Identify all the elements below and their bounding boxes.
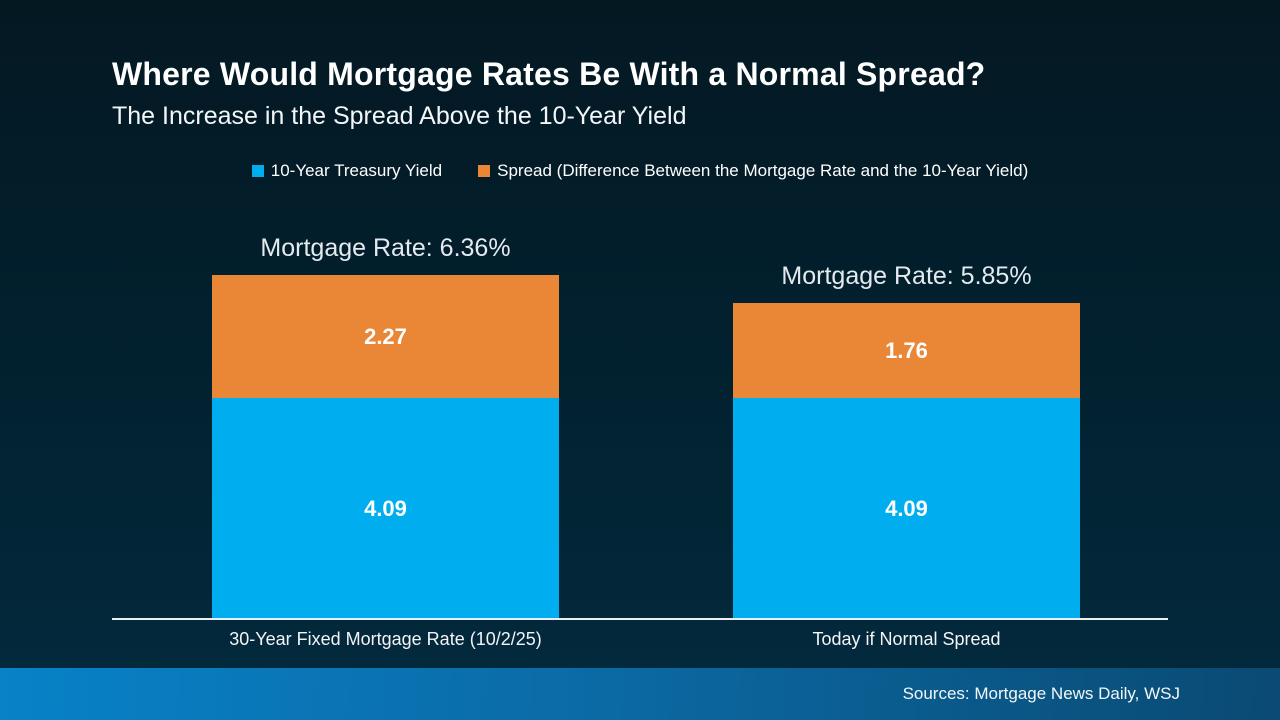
legend-label-spread: Spread (Difference Between the Mortgage … [497, 161, 1029, 180]
category-label-normal-spread: Today if Normal Spread [812, 629, 1001, 649]
bar-group-normal-spread: Mortgage Rate: 5.85% 1.76 4.09 [733, 262, 1080, 619]
bar-value-spread-current: 2.27 [364, 323, 407, 349]
legend-swatch-blue-icon [251, 165, 264, 177]
footer-bar: Sources: Mortgage News Daily, WSJ [0, 668, 1280, 720]
bar-group-current-mortgage-rate: Mortgage Rate: 6.36% 2.27 4.09 [212, 234, 559, 619]
bar-segment-treasury-current: 4.09 [212, 398, 559, 619]
category-label-current: 30-Year Fixed Mortgage Rate (10/2/25) [229, 629, 542, 649]
legend-item-treasury-yield: 10-Year Treasury Yield [251, 161, 443, 181]
page-subtitle: The Increase in the Spread Above the 10-… [112, 102, 687, 130]
bar-segment-spread-normal: 1.76 [733, 303, 1080, 398]
stacked-bar-current: 2.27 4.09 [212, 275, 559, 619]
total-label-normal-spread: Mortgage Rate: 5.85% [781, 262, 1032, 290]
bar-value-treasury-normal: 4.09 [885, 495, 928, 521]
sources-text: Sources: Mortgage News Daily, WSJ [902, 684, 1180, 703]
bar-segment-spread-current: 2.27 [212, 275, 559, 398]
legend-swatch-orange-icon [478, 165, 491, 177]
bar-segment-treasury-normal: 4.09 [733, 398, 1080, 619]
legend-label-treasury-yield: 10-Year Treasury Yield [270, 161, 443, 180]
total-label-current: Mortgage Rate: 6.36% [260, 234, 511, 262]
chart-legend: 10-Year Treasury Yield Spread (Differenc… [0, 161, 1280, 181]
stacked-bar-normal-spread: 1.76 4.09 [733, 303, 1080, 619]
bar-value-treasury-current: 4.09 [364, 495, 407, 521]
page-title: Where Would Mortgage Rates Be With a Nor… [112, 56, 986, 92]
bar-value-spread-normal: 1.76 [885, 337, 928, 363]
x-axis-line [112, 618, 1168, 620]
legend-item-spread: Spread (Difference Between the Mortgage … [478, 161, 1028, 181]
